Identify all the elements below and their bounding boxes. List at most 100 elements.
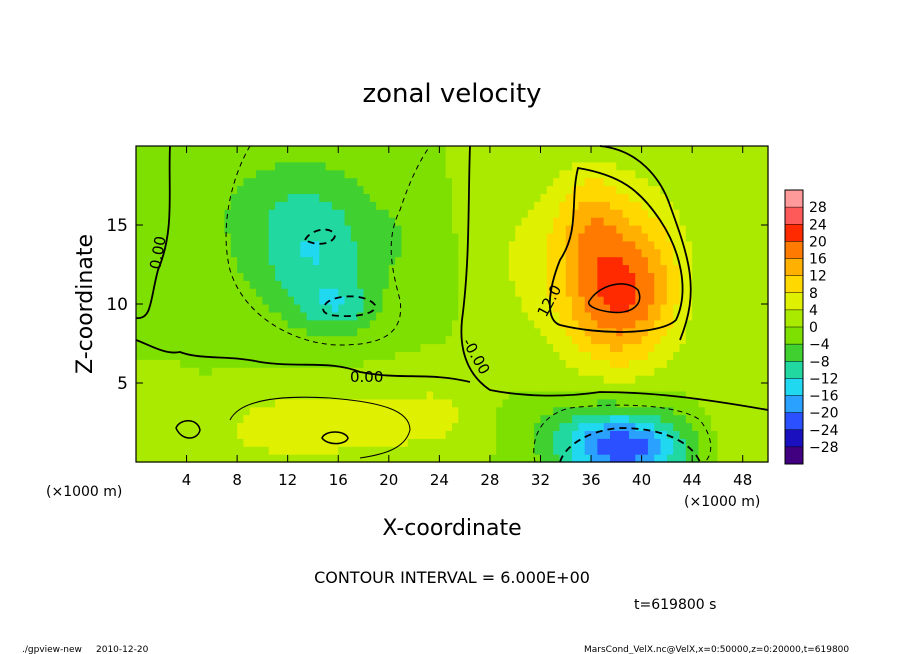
heatmap-cell — [350, 304, 358, 313]
heatmap-cell — [199, 398, 207, 408]
heatmap-cell — [489, 161, 497, 171]
contour-6-lowleft — [229, 396, 411, 459]
heatmap-cell — [679, 367, 687, 376]
heatmap-cell — [167, 169, 175, 179]
heatmap-cell — [224, 240, 232, 250]
heatmap-cell — [641, 256, 649, 266]
heatmap-cell — [673, 311, 681, 321]
heatmap-cell — [502, 406, 510, 416]
heatmap-cell — [597, 232, 605, 242]
heatmap-cell — [736, 359, 744, 368]
heatmap-cell — [565, 146, 573, 155]
heatmap-cell — [350, 375, 358, 384]
heatmap-cell — [673, 351, 681, 360]
heatmap-cell — [211, 327, 219, 337]
heatmap-cell — [616, 343, 624, 352]
heatmap-cell — [401, 383, 409, 392]
heatmap-cell — [711, 225, 719, 234]
heatmap-cell — [622, 201, 630, 210]
heatmap-cell — [685, 398, 693, 408]
heatmap-cell — [496, 390, 504, 400]
heatmap-cell — [508, 430, 516, 439]
heatmap-cell — [268, 398, 276, 408]
heatmap-cell — [666, 383, 674, 392]
heatmap-cell — [249, 335, 257, 345]
heatmap-cell — [249, 169, 257, 179]
heatmap-cell — [211, 304, 219, 313]
heatmap-cell — [388, 414, 396, 424]
heatmap-cell — [230, 272, 238, 281]
heatmap-cell — [249, 359, 257, 368]
heatmap-cell — [641, 169, 649, 179]
heatmap-cell — [300, 422, 308, 431]
heatmap-cell — [407, 414, 415, 424]
heatmap-cell — [186, 169, 194, 179]
heatmap-cell — [300, 232, 308, 242]
heatmap-cell — [180, 201, 188, 210]
heatmap-cell — [666, 327, 674, 337]
heatmap-cell — [142, 304, 150, 313]
heatmap-cell — [673, 367, 681, 376]
heatmap-cell — [559, 327, 567, 337]
heatmap-cell — [685, 390, 693, 400]
heatmap-cell — [502, 454, 510, 463]
heatmap-cell — [205, 414, 213, 424]
heatmap-cell — [666, 375, 674, 384]
heatmap-cell — [534, 296, 542, 305]
heatmap-cell — [540, 438, 548, 447]
heatmap-cell — [584, 414, 592, 424]
heatmap-cell — [319, 414, 327, 424]
heatmap-cell — [641, 319, 649, 329]
heatmap-cell — [711, 296, 719, 305]
heatmap-cell — [578, 430, 586, 439]
heatmap-cell — [622, 375, 630, 384]
heatmap-cell — [420, 240, 428, 250]
heatmap-cell — [559, 304, 567, 313]
heatmap-cell — [635, 256, 643, 266]
heatmap-cell — [610, 146, 617, 155]
heatmap-cell — [591, 319, 598, 329]
heatmap-cell — [237, 217, 245, 226]
heatmap-cell — [610, 288, 617, 297]
heatmap-cell — [597, 296, 605, 305]
heatmap-cell — [243, 319, 251, 329]
heatmap-cell — [433, 161, 440, 171]
heatmap-cell — [673, 169, 681, 179]
heatmap-cell — [761, 264, 769, 273]
heatmap-cell — [407, 430, 415, 439]
heatmap-cell — [338, 359, 346, 368]
heatmap-cell — [243, 232, 251, 242]
heatmap-cell — [142, 343, 150, 352]
heatmap-cell — [597, 280, 605, 289]
heatmap-cell — [584, 240, 592, 250]
heatmap-cell — [698, 367, 706, 376]
heatmap-cell — [376, 304, 384, 313]
heatmap-cell — [136, 217, 143, 226]
heatmap-cell — [287, 446, 295, 455]
heatmap-cell — [736, 304, 744, 313]
heatmap-cell — [597, 454, 605, 463]
heatmap-cell — [489, 146, 497, 155]
heatmap-cell — [654, 422, 662, 431]
heatmap-cell — [376, 272, 384, 281]
heatmap-cell — [521, 359, 529, 368]
heatmap-cell — [230, 319, 238, 329]
heatmap-cell — [603, 430, 611, 439]
heatmap-cell — [281, 390, 289, 400]
heatmap-cell — [218, 304, 226, 313]
heatmap-cell — [496, 446, 504, 455]
heatmap-cell — [578, 256, 586, 266]
heatmap-cell — [148, 430, 156, 439]
heatmap-cell — [136, 161, 143, 171]
heatmap-cell — [477, 359, 485, 368]
heatmap-cell — [521, 367, 529, 376]
heatmap-cell — [420, 438, 428, 447]
heatmap-cell — [565, 406, 573, 416]
heatmap-cell — [749, 280, 756, 289]
heatmap-cell — [350, 185, 358, 194]
heatmap-cell — [458, 367, 466, 376]
heatmap-cell — [211, 335, 219, 345]
heatmap-cell — [376, 240, 384, 250]
heatmap-cell — [173, 232, 181, 242]
heatmap-cell — [464, 406, 472, 416]
